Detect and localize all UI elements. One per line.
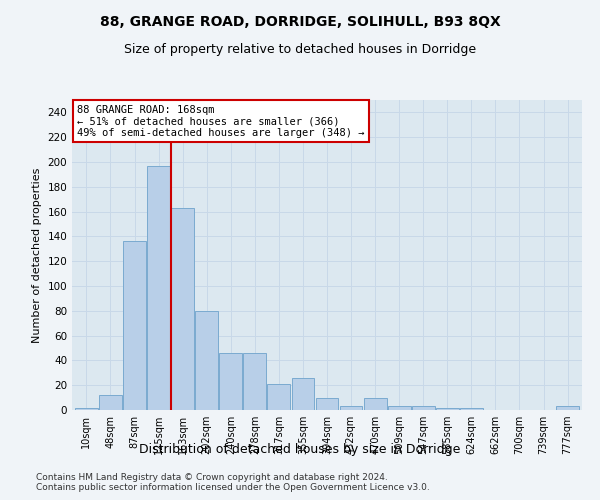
Bar — [436, 408, 459, 410]
Bar — [244, 353, 266, 410]
Bar — [99, 395, 122, 410]
Y-axis label: Number of detached properties: Number of detached properties — [32, 168, 42, 342]
Text: 88, GRANGE ROAD, DORRIDGE, SOLIHULL, B93 8QX: 88, GRANGE ROAD, DORRIDGE, SOLIHULL, B93… — [100, 15, 500, 29]
Bar — [220, 353, 242, 410]
Text: Contains HM Land Registry data © Crown copyright and database right 2024.: Contains HM Land Registry data © Crown c… — [36, 472, 388, 482]
Bar — [460, 408, 483, 410]
Bar — [123, 242, 146, 410]
Bar — [556, 406, 579, 410]
Text: Size of property relative to detached houses in Dorridge: Size of property relative to detached ho… — [124, 42, 476, 56]
Bar — [364, 398, 386, 410]
Bar — [292, 378, 314, 410]
Bar — [75, 408, 98, 410]
Bar — [147, 166, 170, 410]
Text: 88 GRANGE ROAD: 168sqm
← 51% of detached houses are smaller (366)
49% of semi-de: 88 GRANGE ROAD: 168sqm ← 51% of detached… — [77, 104, 365, 138]
Text: Contains public sector information licensed under the Open Government Licence v3: Contains public sector information licen… — [36, 484, 430, 492]
Bar — [388, 406, 410, 410]
Bar — [412, 406, 434, 410]
Bar — [316, 398, 338, 410]
Text: Distribution of detached houses by size in Dorridge: Distribution of detached houses by size … — [139, 442, 461, 456]
Bar — [195, 311, 218, 410]
Bar — [340, 406, 362, 410]
Bar — [171, 208, 194, 410]
Bar — [268, 384, 290, 410]
